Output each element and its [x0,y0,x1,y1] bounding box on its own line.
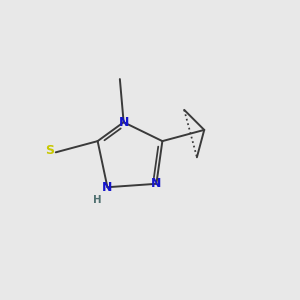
Text: N: N [118,116,129,129]
Text: S: S [45,144,54,157]
Text: N: N [102,181,112,194]
Text: H: H [93,195,102,205]
Text: N: N [151,177,162,190]
